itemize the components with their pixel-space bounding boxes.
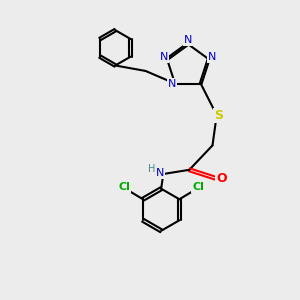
Text: N: N [160,52,168,62]
Text: N: N [208,52,216,62]
Text: Cl: Cl [192,182,204,193]
Text: N: N [184,35,192,45]
Text: N: N [167,79,176,88]
Text: N: N [156,168,164,178]
Text: O: O [216,172,226,185]
Text: Cl: Cl [118,182,130,193]
Text: H: H [148,164,155,174]
Text: S: S [214,109,223,122]
